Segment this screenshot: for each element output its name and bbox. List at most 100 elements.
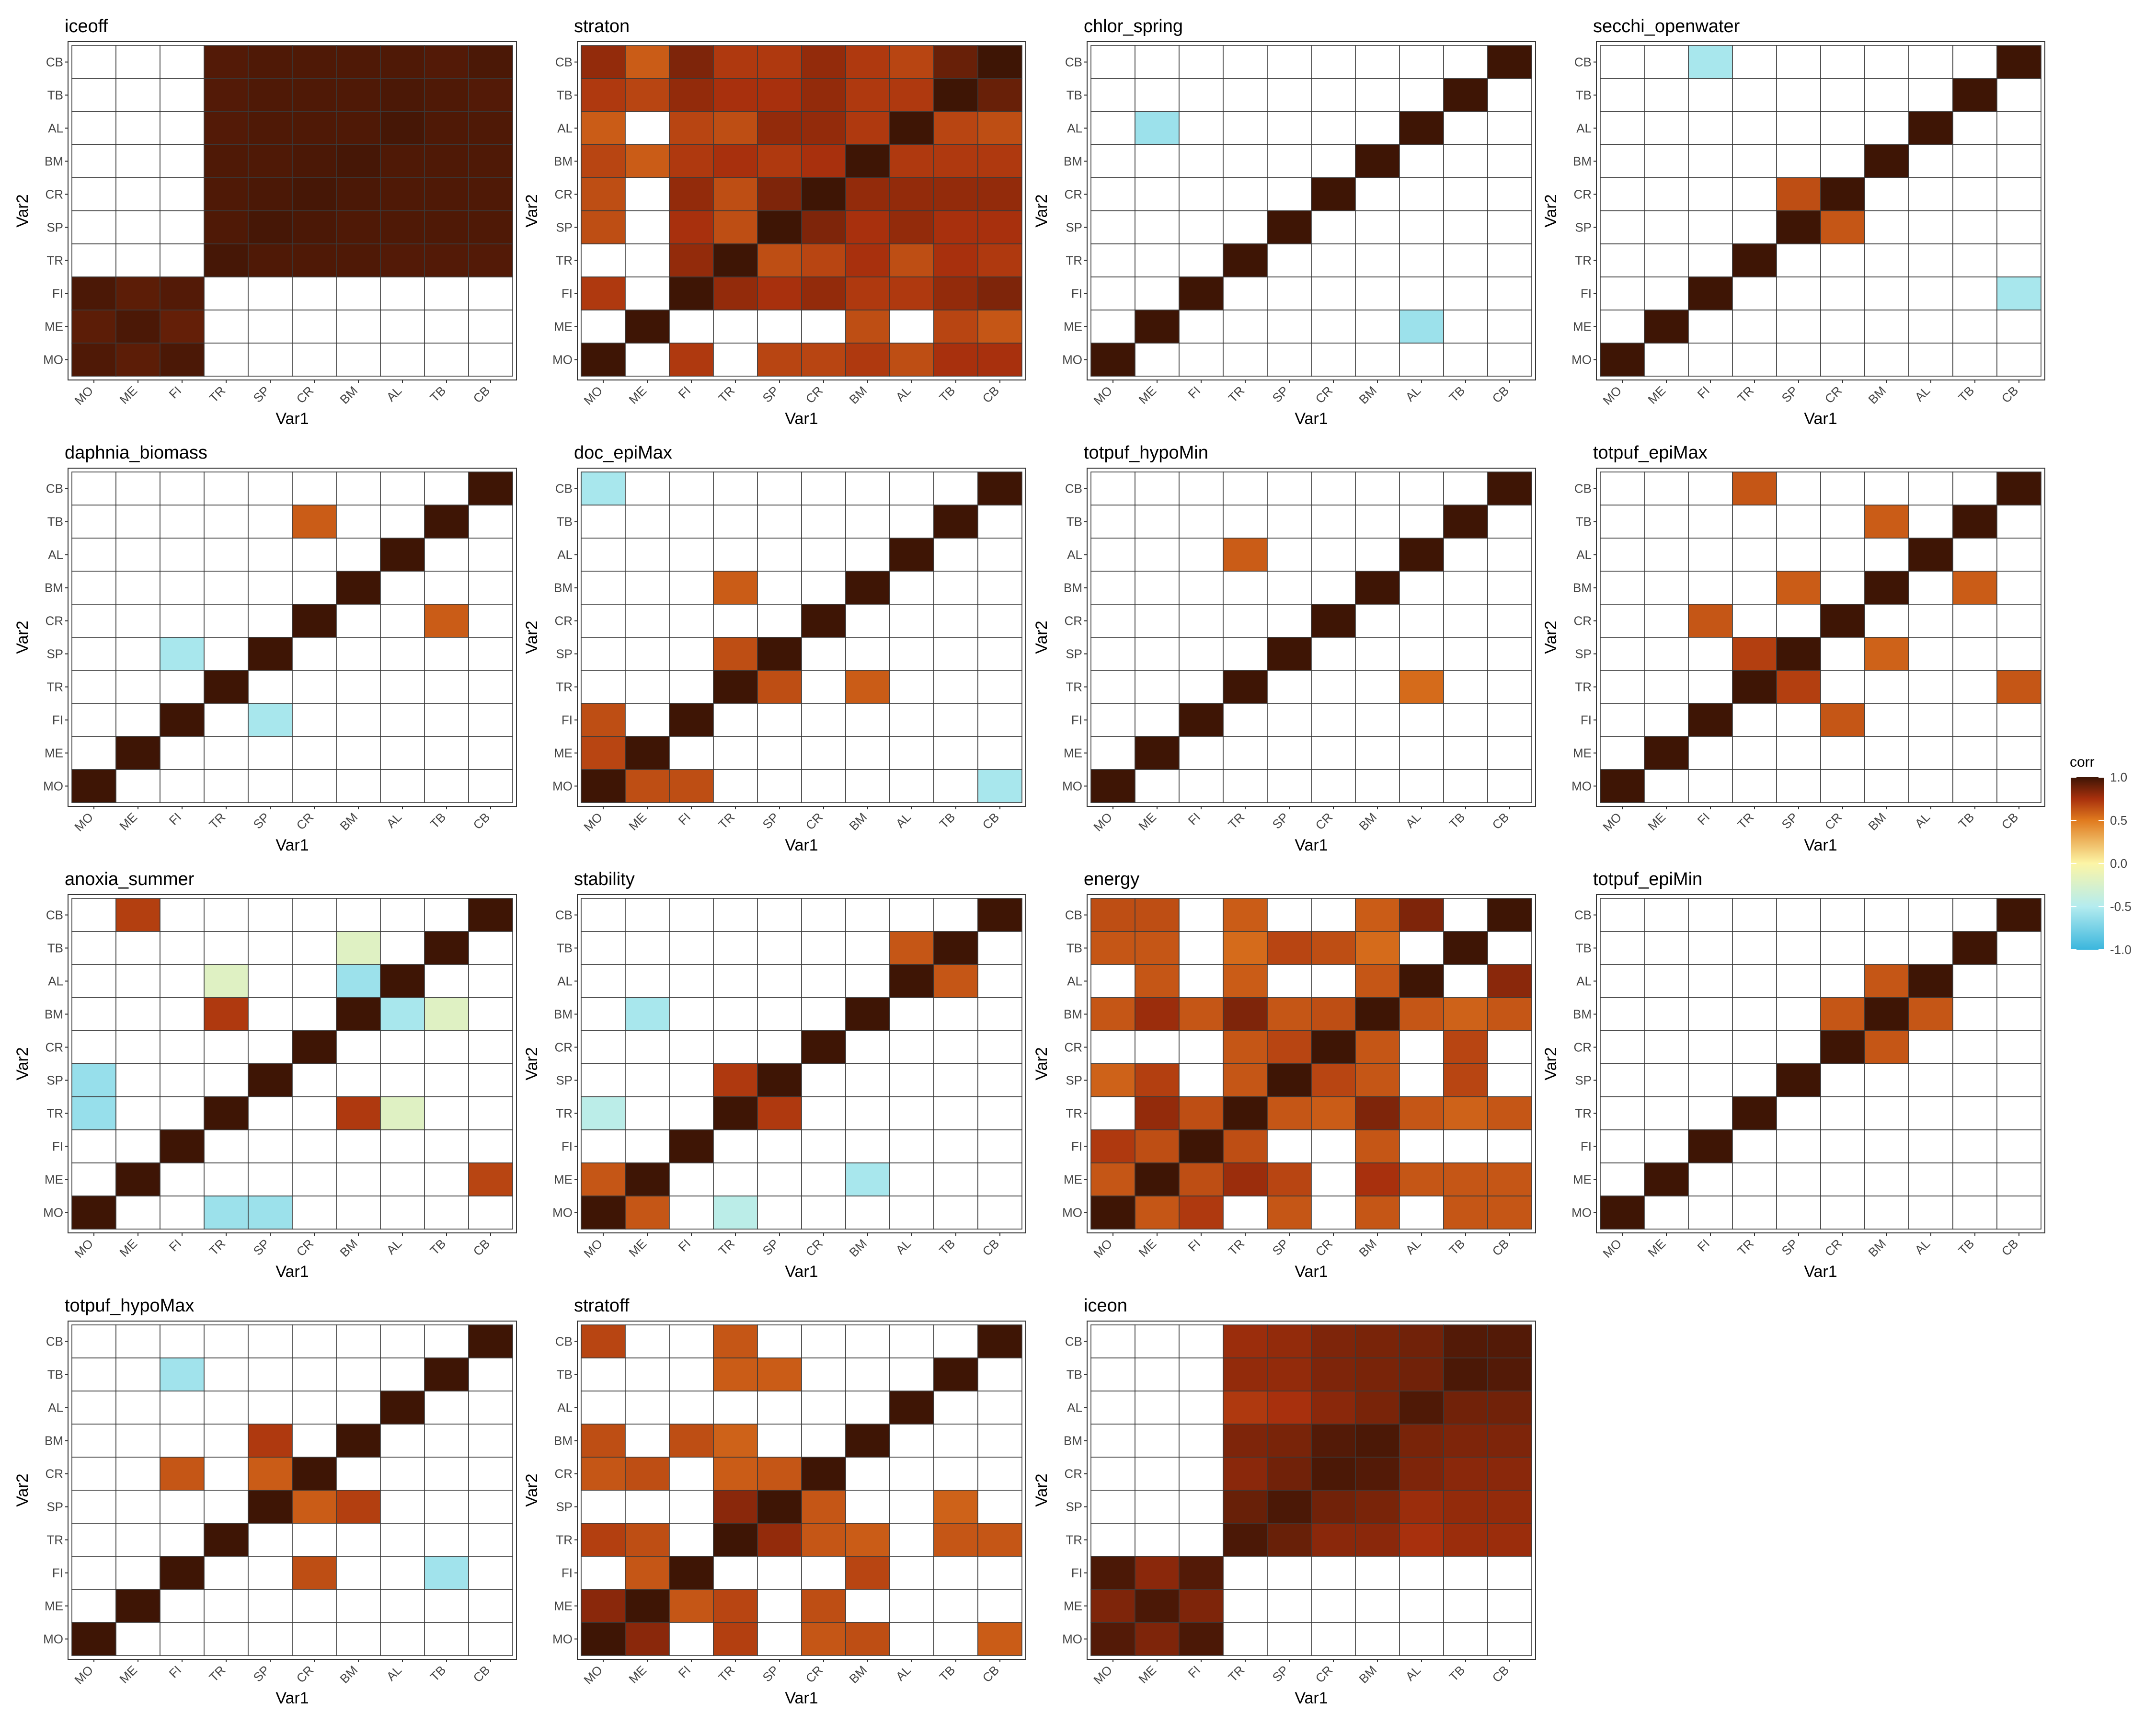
- x-tick-label: SP: [1779, 383, 1801, 405]
- heatmap-cell: [336, 1523, 381, 1557]
- x-tick-label: SP: [251, 810, 273, 832]
- heatmap-cell: [1487, 1324, 1532, 1358]
- heatmap-cell: [248, 310, 293, 344]
- heatmap-cell: [1732, 769, 1777, 803]
- legend-tick-label: -0.5: [2110, 899, 2132, 914]
- y-tick-label: TB: [47, 515, 63, 529]
- heatmap-cell: [1487, 45, 1532, 79]
- y-tick-label: ME: [1064, 1599, 1082, 1613]
- heatmap-cell: [889, 1096, 934, 1130]
- heatmap-cell: [1688, 703, 1733, 737]
- heatmap-cell: [1355, 210, 1400, 244]
- heatmap-cell: [1908, 505, 1953, 539]
- heatmap-cell: [1399, 1391, 1444, 1425]
- heatmap-cell: [1820, 1030, 1865, 1064]
- heatmap-cell: [204, 703, 249, 737]
- heatmap-cell: [1776, 931, 1821, 965]
- heatmap-cell: [801, 1162, 846, 1196]
- heatmap-cell: [292, 1490, 337, 1524]
- x-tick-label: BM: [1865, 383, 1889, 407]
- heatmap-cell: [160, 1622, 205, 1656]
- heatmap-cell: [1820, 472, 1865, 506]
- x-tick-label: SP: [251, 1236, 273, 1258]
- heatmap-cell: [380, 1457, 425, 1491]
- heatmap-cell: [757, 276, 802, 310]
- heatmap-cell: [1090, 1196, 1135, 1230]
- heatmap-cell: [1908, 538, 1953, 572]
- y-tick-label: TB: [557, 941, 573, 955]
- heatmap-cell: [380, 1096, 425, 1130]
- heatmap-cell: [115, 472, 161, 506]
- heatmap-cell: [625, 670, 670, 704]
- heatmap-cell: [625, 505, 670, 539]
- heatmap-cell: [71, 1324, 116, 1358]
- heatmap-cell: [757, 111, 802, 145]
- y-tick-label: SP: [556, 1500, 573, 1514]
- heatmap-cell: [1644, 1129, 1689, 1163]
- heatmap-cell: [625, 1129, 670, 1163]
- heatmap-cell: [713, 1063, 758, 1097]
- heatmap-cell: [468, 1357, 513, 1392]
- heatmap-cell: [424, 964, 469, 998]
- heatmap-cell: [581, 1622, 626, 1656]
- heatmap-cell: [336, 964, 381, 998]
- heatmap-cell: [1223, 45, 1268, 79]
- heatmap-cell: [1864, 1129, 1909, 1163]
- heatmap-cell: [889, 997, 934, 1031]
- x-tick-label: MO: [1600, 383, 1624, 408]
- heatmap-cell: [801, 1196, 846, 1230]
- heatmap-cell: [1090, 1457, 1135, 1491]
- heatmap-cell: [1267, 243, 1312, 277]
- heatmap-cell: [669, 78, 714, 112]
- heatmap-cell: [424, 604, 469, 638]
- heatmap-cell: [889, 931, 934, 965]
- heatmap-cell: [1487, 1490, 1532, 1524]
- x-tick-label: CB: [979, 383, 1002, 406]
- heatmap-cell: [1908, 1162, 1953, 1196]
- heatmap-cell: [1267, 45, 1312, 79]
- heatmap-cell: [1090, 1424, 1135, 1458]
- heatmap-cell: [468, 45, 513, 79]
- heatmap-cell: [1267, 769, 1312, 803]
- heatmap-cell: [1600, 703, 1645, 737]
- heatmap-cell: [160, 1129, 205, 1163]
- heatmap-cell: [380, 1129, 425, 1163]
- heatmap-cell: [1223, 1357, 1268, 1392]
- y-tick-label: TR: [46, 1533, 63, 1547]
- panel-border: [1596, 41, 2045, 380]
- heatmap-cell: [1487, 571, 1532, 605]
- heatmap-cell: [669, 736, 714, 770]
- heatmap-cell: [1267, 144, 1312, 178]
- heatmap-cell: [1399, 1162, 1444, 1196]
- heatmap-cell: [292, 703, 337, 737]
- heatmap-cell: [977, 144, 1022, 178]
- y-tick-label: AL: [557, 1401, 573, 1415]
- heatmap-cell: [424, 78, 469, 112]
- heatmap-cell: [801, 243, 846, 277]
- heatmap-cell: [468, 1324, 513, 1358]
- heatmap-cell: [380, 637, 425, 671]
- heatmap-cell: [845, 538, 890, 572]
- heatmap-cell: [1311, 997, 1356, 1031]
- heatmap-cell: [1952, 276, 1997, 310]
- heatmap-cell: [336, 1162, 381, 1196]
- heatmap-cell: [1776, 111, 1821, 145]
- heatmap-cell: [1399, 1490, 1444, 1524]
- heatmap-cell: [1487, 310, 1532, 344]
- heatmap-cell: [845, 736, 890, 770]
- heatmap-cell: [1179, 310, 1224, 344]
- heatmap-cell: [669, 472, 714, 506]
- heatmap-cell: [248, 78, 293, 112]
- heatmap-cell: [292, 276, 337, 310]
- x-tick-label: SP: [1779, 1236, 1801, 1258]
- heatmap-cell: [669, 210, 714, 244]
- heatmap-cell: [977, 111, 1022, 145]
- heatmap-cell: [292, 1391, 337, 1425]
- x-axis-title: Var1: [275, 410, 309, 428]
- heatmap-cell: [1996, 769, 2041, 803]
- heatmap-cell: [160, 769, 205, 803]
- heatmap-cell: [977, 538, 1022, 572]
- heatmap-cell: [115, 538, 161, 572]
- heatmap-cell: [115, 111, 161, 145]
